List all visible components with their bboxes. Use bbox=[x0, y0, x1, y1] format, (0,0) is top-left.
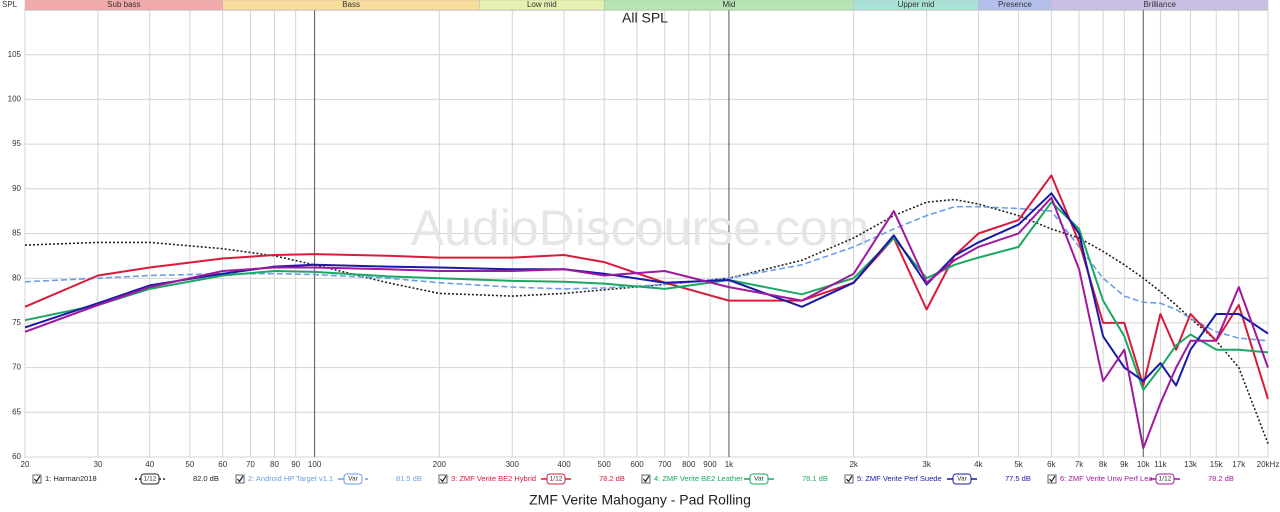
band-label: Bass bbox=[342, 0, 360, 9]
band bbox=[1051, 0, 1269, 11]
x-tick-label: 100 bbox=[308, 460, 322, 469]
legend-check bbox=[237, 475, 244, 483]
y-tick-label: 90 bbox=[12, 184, 21, 193]
legend-label: 2: Android HP Target v1.1 bbox=[248, 474, 333, 483]
legend-level: 82.0 dB bbox=[193, 474, 219, 483]
legend-level: 78.2 dB bbox=[599, 474, 625, 483]
legend-smoothing: Var bbox=[957, 476, 967, 483]
legend-label: 5: ZMF Verite Perf Suede bbox=[857, 474, 942, 483]
legend-check bbox=[643, 475, 650, 483]
legend-smoothing-box bbox=[1155, 473, 1175, 485]
x-tick-label: 600 bbox=[630, 460, 644, 469]
series-line bbox=[24, 205, 1269, 342]
band-label: Upper mid bbox=[898, 0, 935, 9]
x-tick-label: 40 bbox=[145, 460, 154, 469]
legend-smoothing-box bbox=[749, 473, 769, 485]
y-tick-label: 100 bbox=[8, 95, 22, 104]
band-label: Presence bbox=[998, 0, 1032, 9]
legend-smoothing-box bbox=[343, 473, 363, 485]
chart-title: All SPL bbox=[622, 10, 668, 26]
legend-smoothing-box bbox=[952, 473, 972, 485]
x-tick-label: 5k bbox=[1014, 460, 1023, 469]
y-tick-label: 60 bbox=[12, 452, 21, 461]
legend-checkbox bbox=[844, 474, 854, 484]
x-tick-label: 10k bbox=[1137, 460, 1151, 469]
band-label: Low mid bbox=[527, 0, 557, 9]
x-tick-label: 17k bbox=[1232, 460, 1246, 469]
y-tick-label: 80 bbox=[12, 273, 21, 282]
x-tick-label: 3k bbox=[922, 460, 931, 469]
chart-subtitle: ZMF Verite Mahogany - Pad Rolling bbox=[529, 492, 751, 508]
y-axis-label: SPL bbox=[2, 0, 18, 9]
legend-check bbox=[440, 475, 447, 483]
legend-label: 1: Harman2018 bbox=[45, 474, 97, 483]
legend-label: 3: ZMF Verite BE2 Hybrid bbox=[451, 474, 536, 483]
x-tick-label: 9k bbox=[1120, 460, 1129, 469]
x-tick-label: 11k bbox=[1154, 460, 1167, 469]
x-tick-label: 60 bbox=[218, 460, 227, 469]
legend-checkbox bbox=[235, 474, 245, 484]
x-tick-label: 500 bbox=[598, 460, 612, 469]
y-tick-label: 65 bbox=[12, 407, 21, 416]
x-tick-label: 1k bbox=[725, 460, 734, 469]
x-tick-label: 300 bbox=[506, 460, 520, 469]
band-label: Sub bass bbox=[107, 0, 140, 9]
x-tick-label: 80 bbox=[270, 460, 279, 469]
x-tick-label: 70 bbox=[246, 460, 255, 469]
legend-checkbox bbox=[438, 474, 448, 484]
legend-smoothing: 1/12 bbox=[550, 476, 563, 483]
legend-level: 81.5 dB bbox=[396, 474, 422, 483]
x-tick-label: 15k bbox=[1210, 460, 1224, 469]
x-tick-label: 30 bbox=[94, 460, 103, 469]
x-tick-label: 900 bbox=[703, 460, 717, 469]
watermark: AudioDiscourse.com bbox=[411, 200, 870, 256]
legend-label: 4: ZMF Verite BE2 Leather bbox=[654, 474, 743, 483]
legend-label: 6: ZMF Verite Unw Perf Lea bbox=[1060, 474, 1153, 483]
legend-checkbox bbox=[641, 474, 651, 484]
x-tick-label: 700 bbox=[658, 460, 672, 469]
x-tick-label: 90 bbox=[291, 460, 300, 469]
legend-level: 78.2 dB bbox=[1208, 474, 1234, 483]
x-tick-label: 7k bbox=[1075, 460, 1084, 469]
legend-smoothing: Var bbox=[754, 476, 764, 483]
legend-smoothing: Var bbox=[348, 476, 358, 483]
band-label: Brilliance bbox=[1143, 0, 1176, 9]
series-line bbox=[24, 192, 1269, 387]
x-tick-label: 6k bbox=[1047, 460, 1056, 469]
x-tick-label: 20kHz bbox=[1257, 460, 1280, 469]
x-tick-label: 2k bbox=[849, 460, 858, 469]
band-label: Mid bbox=[722, 0, 735, 9]
x-tick-label: 400 bbox=[557, 460, 571, 469]
x-tick-label: 4k bbox=[974, 460, 983, 469]
x-tick-label: 8k bbox=[1099, 460, 1108, 469]
y-tick-label: 70 bbox=[12, 363, 21, 372]
y-tick-label: 75 bbox=[12, 318, 21, 327]
series-line bbox=[24, 196, 1269, 450]
x-tick-label: 200 bbox=[433, 460, 447, 469]
y-tick-label: 85 bbox=[12, 229, 21, 238]
legend-check bbox=[1049, 475, 1056, 483]
legend-level: 77.5 dB bbox=[1005, 474, 1031, 483]
x-tick-label: 50 bbox=[185, 460, 194, 469]
x-tick-label: 800 bbox=[682, 460, 696, 469]
x-tick-label: 13k bbox=[1184, 460, 1198, 469]
x-tick-label: 20 bbox=[21, 460, 30, 469]
legend-smoothing-box bbox=[546, 473, 566, 485]
y-tick-label: 105 bbox=[8, 50, 22, 59]
legend-checkbox bbox=[32, 474, 42, 484]
legend-level: 78.1 dB bbox=[802, 474, 828, 483]
legend-smoothing-box bbox=[140, 473, 160, 485]
legend-checkbox bbox=[1047, 474, 1057, 484]
legend-smoothing: 1/12 bbox=[144, 476, 157, 483]
series-line bbox=[24, 201, 1269, 391]
legend-smoothing: 1/12 bbox=[1159, 476, 1172, 483]
legend-check bbox=[846, 475, 853, 483]
legend-check bbox=[34, 475, 41, 483]
y-tick-label: 95 bbox=[12, 139, 21, 148]
